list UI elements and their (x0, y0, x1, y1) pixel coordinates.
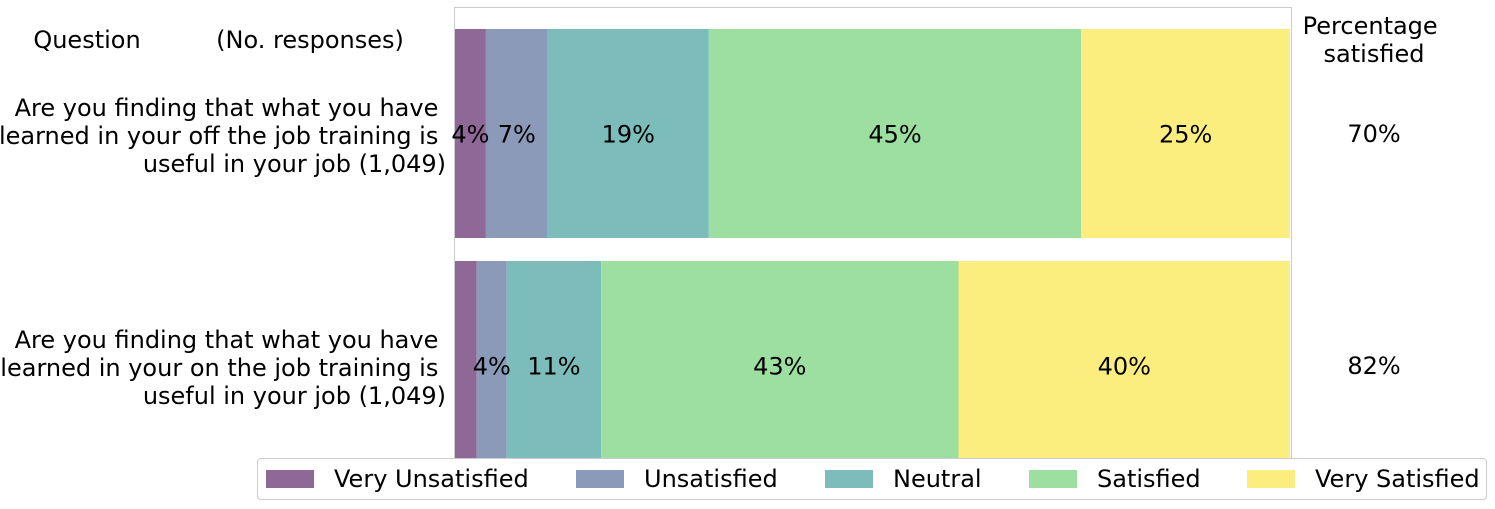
legend: Very Unsatisfied Unsatisfied Neutral Sat… (257, 458, 1487, 500)
question-label-1-line-2: learned in your off the job training is (0, 122, 438, 150)
legend-swatch-unsatisfied (576, 470, 624, 488)
legend-label-satisfied: Satisfied (1097, 465, 1201, 493)
legend-swatch-satisfied (1029, 470, 1077, 488)
bar-satisfied-question-2 (601, 261, 959, 470)
bar-segments (455, 29, 1290, 470)
bar-label-very-satisfied-question-1: 25% (1159, 121, 1212, 149)
legend-swatch-very-unsatisfied (266, 470, 314, 488)
bar-very-unsatisfied-question-2 (455, 261, 477, 470)
question-label-1-line-1: Are you finding that what you have (15, 94, 439, 122)
bar-very-unsatisfied-question-1 (455, 29, 486, 238)
column-header-percentage-line-1: Percentage (1303, 12, 1438, 40)
bar-very-satisfied-question-1 (1081, 29, 1290, 238)
bar-label-satisfied-question-2: 43% (753, 353, 806, 381)
percentage-satisfied-2: 82% (1347, 352, 1400, 380)
bar-neutral-question-1 (547, 29, 709, 238)
bar-label-neutral-question-2: 11% (527, 353, 580, 381)
bar-satisfied-question-1 (708, 29, 1082, 238)
bar-neutral-question-2 (506, 261, 602, 470)
legend-label-neutral: Neutral (893, 465, 982, 493)
bar-label-satisfied-question-1: 45% (868, 121, 921, 149)
question-label-1: Are you finding that what you have learn… (0, 94, 446, 178)
column-header-percentage-line-2: satisfied (1324, 40, 1425, 68)
bar-label-very-satisfied-question-2: 40% (1098, 353, 1151, 381)
legend-swatch-very-satisfied (1247, 470, 1295, 488)
percentage-satisfied-1: 70% (1347, 120, 1400, 148)
column-header-percentage: Percentage satisfied (1303, 12, 1446, 68)
bar-value-labels: 4% 7% 19% 45% 25% 4% 11% 43% 40% (451, 121, 1212, 381)
bar-unsatisfied-question-1 (485, 29, 548, 238)
question-label-2-line-1: Are you finding that what you have (15, 326, 439, 354)
bar-unsatisfied-question-2 (476, 261, 507, 470)
bar-label-unsatisfied-question-1: 7% (498, 121, 536, 149)
column-header-responses: (No. responses) (216, 26, 404, 54)
legend-label-unsatisfied: Unsatisfied (644, 465, 778, 493)
bar-very-satisfied-question-2 (958, 261, 1290, 470)
question-label-2-line-2: learned in your on the job training is (0, 354, 438, 382)
question-label-2: Are you finding that what you have learn… (0, 326, 446, 410)
legend-label-very-satisfied: Very Satisfied (1315, 465, 1480, 493)
column-header-question: Question (33, 26, 140, 54)
question-label-2-line-3: useful in your job (1,049) (143, 382, 446, 410)
question-label-1-line-3: useful in your job (1,049) (143, 150, 446, 178)
legend-label-very-unsatisfied: Very Unsatisfied (334, 465, 529, 493)
bar-label-neutral-question-1: 19% (602, 121, 655, 149)
legend-swatch-neutral (825, 470, 873, 488)
bar-label-unsatisfied-question-2: 4% (473, 353, 511, 381)
bar-label-very-unsatisfied-question-1: 4% (451, 121, 489, 149)
